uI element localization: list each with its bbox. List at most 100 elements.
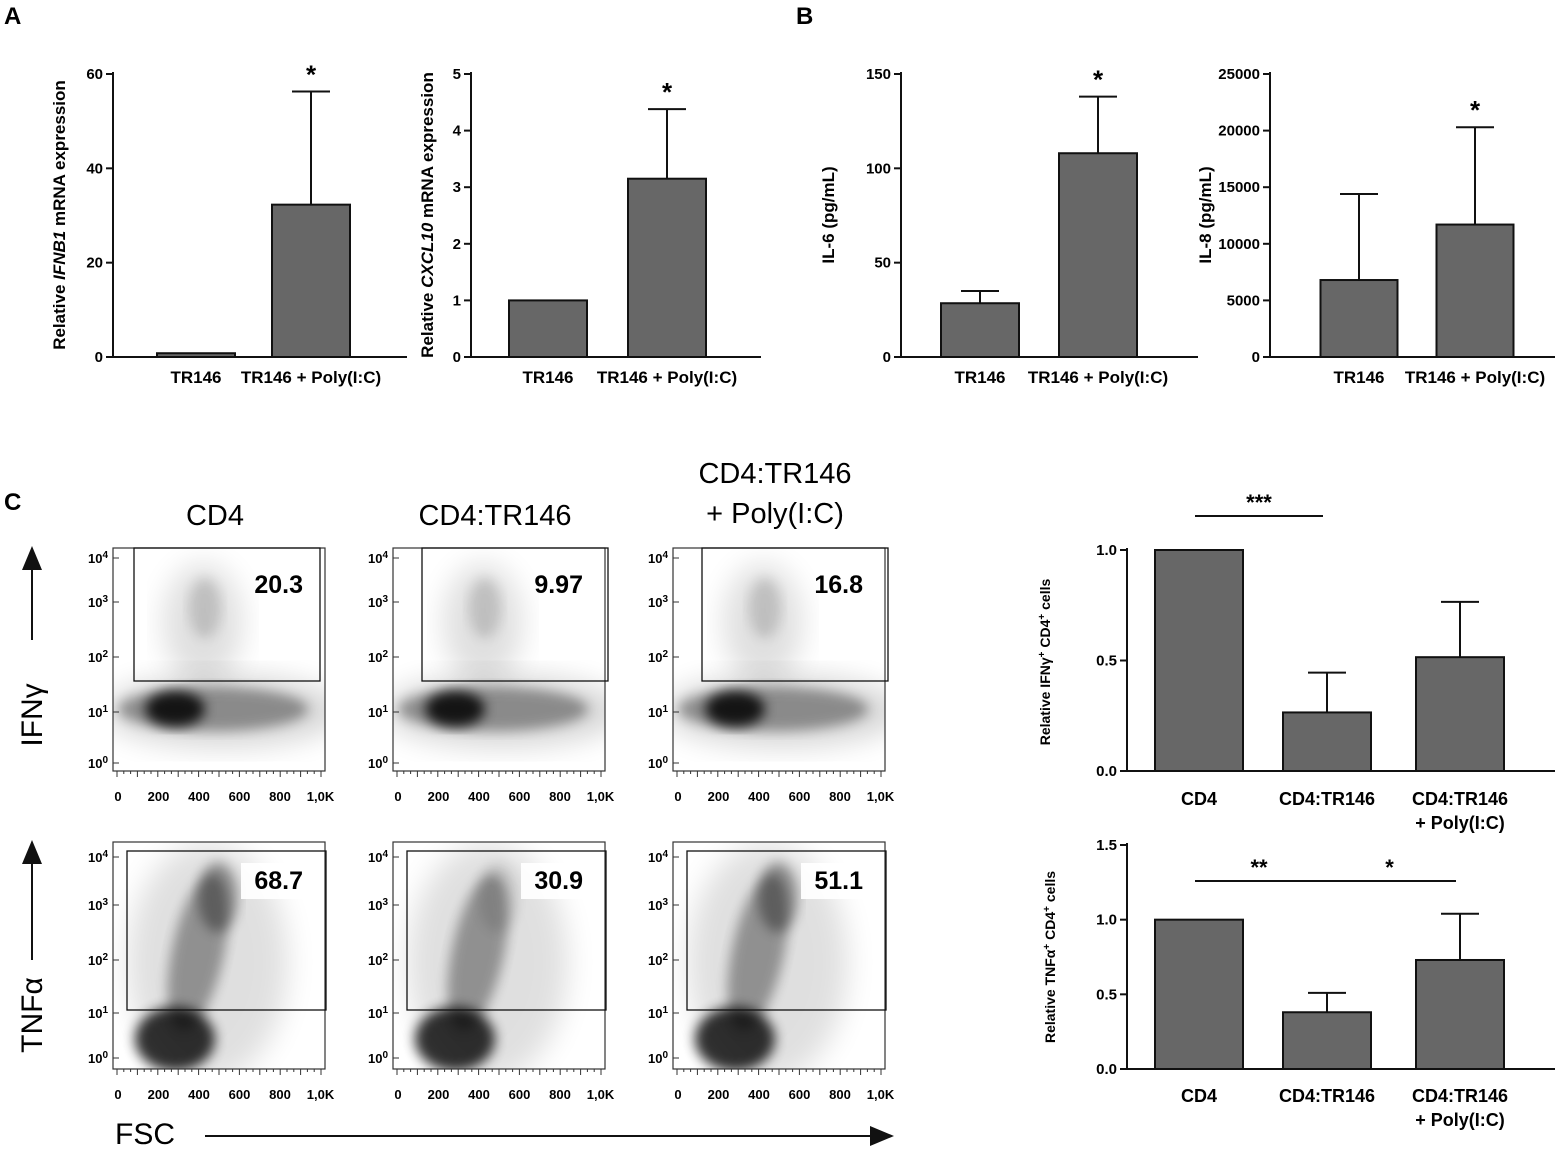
y-tick-label: 50 [874,255,891,272]
y-tick-label: 0 [883,349,891,366]
y-tick-base: 10 [88,1051,102,1066]
y-tick-label: 0 [95,349,103,366]
y-tick-label: 104 [368,849,388,866]
y-tick-base: 10 [368,551,382,566]
x-tick-label: 600 [509,1087,531,1102]
y-axis-label-part: Relative [50,280,69,350]
panel-label-a: A [4,3,21,30]
y-tick-base: 10 [648,1006,662,1021]
y-tick-base: 10 [368,650,382,665]
y-tick-label: 100 [866,160,891,177]
significance-star: * [306,59,317,89]
y-tick-label: 101 [88,1005,108,1022]
x-tick-label: 1,0K [587,789,615,804]
y-axis-label: Relative IFNγ+ CD4+ cells [1037,579,1054,746]
gate-percentage: 20.3 [254,571,303,599]
y-tick-base: 10 [648,1051,662,1066]
chart-ifnb1: 0 20 40 60 TR146 TR146 + Poly(I:C) * Relative I… [50,59,407,387]
x-tick-label: 800 [829,789,851,804]
y-tick-base: 10 [368,1006,382,1021]
category-label-line2: + Poly(I:C) [1415,1110,1505,1130]
x-tick-label: 400 [188,1087,210,1102]
y-tick-base: 10 [88,595,102,610]
comparison-label: *** [1246,490,1272,515]
category-label: TR146 + Poly(I:C) [1028,368,1168,387]
flow-column-title: CD4:TR146 [418,500,571,532]
y-tick-exponent: 3 [662,594,668,605]
bar [1154,918,1244,1071]
x-tick-label: 600 [229,1087,251,1102]
y-tick-base: 10 [648,705,662,720]
y-tick-base: 10 [648,898,662,913]
y-tick-base: 10 [88,756,102,771]
y-tick-label: 5 [453,66,461,83]
x-tick-label: 600 [509,789,531,804]
y-axis-label: Relative TNFα+ CD4+ cells [1042,871,1059,1043]
y-tick-label: 0.5 [1096,653,1117,670]
x-tick-label: 1,0K [867,789,895,804]
gate-percentage: 30.9 [534,867,583,895]
x-tick-label: 600 [789,789,811,804]
panel-label-c: C [4,489,21,516]
y-tick-exponent: 1 [102,704,108,715]
y-tick-label: 5000 [1227,292,1260,309]
x-tick-label: 0 [394,1087,401,1102]
gate-number-bg [521,863,583,899]
y-tick-label: 0.0 [1096,763,1117,780]
y-axis-label-part: + [1037,614,1048,620]
bar [508,299,588,358]
y-tick-base: 10 [368,756,382,771]
density-cloud [393,563,605,747]
y-tick-label: 101 [648,704,668,721]
y-tick-label: 101 [648,1005,668,1022]
y-tick-label: 100 [648,755,668,772]
chart-cxcl10: 0 1 2 3 4 5 TR146 TR146 + Poly(I:C) * Relative CX… [418,66,761,387]
category-label: CD4:TR146 [1412,789,1508,809]
x-tick-label: 1,0K [587,1087,615,1102]
chart-ifng_rel: 0.0 0.5 1.0 CD4 CD4:TR146 CD4:TR146 + Poly(I:C… [1037,490,1555,833]
y-tick-base: 10 [88,850,102,865]
y-axis-label-part: Relative TNFα [1042,949,1058,1043]
x-tick-label: 800 [549,1087,571,1102]
flow-column-title: CD4 [186,500,244,532]
y-tick-exponent: 4 [102,550,108,561]
y-axis-label-part: CD4 [1037,619,1053,651]
y-tick-label: 2 [453,236,461,253]
y-tick-exponent: 0 [102,755,108,766]
comparison-label: ** [1250,855,1268,880]
chart-il6: 0 50 100 150 TR146 TR146 + Poly(I:C) * IL-6 (pg… [819,65,1198,387]
y-tick-base: 10 [88,705,102,720]
y-axis-label-part: IFNB1 [50,231,69,280]
y-tick-label: 102 [648,649,668,666]
y-tick-exponent: 3 [662,897,668,908]
y-tick-exponent: 0 [382,755,388,766]
y-tick-label: 1.0 [1096,542,1117,559]
bar [1154,549,1244,772]
y-axis-label-part: Relative [418,288,437,358]
bar [271,203,351,358]
y-tick-label: 104 [88,550,108,567]
y-tick-base: 10 [368,953,382,968]
x-tick-label: 200 [708,1087,730,1102]
y-tick-label: 25000 [1218,66,1260,83]
y-tick-base: 10 [88,953,102,968]
y-tick-label: 15000 [1218,179,1260,196]
flow-plots: CD4 CD4:TR146 CD4:TR146 + Poly(I:C) IFNγ 20.3… [16,458,895,1149]
x-tick-label: 800 [269,789,291,804]
y-tick-base: 10 [648,756,662,771]
y-tick-label: 102 [648,952,668,969]
y-tick-exponent: 2 [102,952,108,963]
gate-percentage: 9.97 [534,571,583,599]
flow-column-title: CD4:TR146 [698,458,851,490]
category-label: CD4:TR146 [1279,1086,1375,1106]
y-tick-label: 102 [368,952,388,969]
y-tick-exponent: 4 [662,849,668,860]
y-tick-exponent: 1 [662,1005,668,1016]
gate [686,850,887,1011]
gate [421,547,609,682]
y-tick-base: 10 [368,705,382,720]
